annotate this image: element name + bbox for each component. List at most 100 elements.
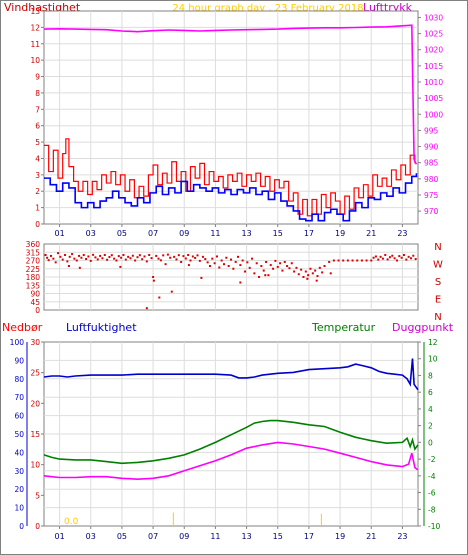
direction-point	[302, 276, 305, 278]
direction-point	[315, 279, 318, 282]
direction-point	[103, 254, 106, 256]
direction-point	[227, 265, 230, 267]
compass-label: N	[434, 242, 441, 253]
humidity-tick-label: 90	[14, 356, 24, 365]
temperature-title: Temperatur	[311, 321, 376, 334]
direction-point	[400, 256, 403, 259]
humidity-tick-label: 100	[10, 338, 25, 347]
direction-point	[50, 254, 53, 257]
humidity-title: Luftfuktighet	[66, 321, 137, 334]
direction-point	[196, 254, 199, 257]
direction-point	[82, 254, 85, 256]
direction-point	[173, 255, 176, 258]
direction-point	[264, 274, 267, 277]
direction-point	[162, 254, 165, 257]
direction-point	[279, 262, 282, 265]
direction-point	[194, 256, 197, 259]
direction-point	[158, 296, 161, 299]
direction-point	[395, 259, 398, 262]
direction-point	[412, 254, 415, 257]
direction-point	[213, 262, 216, 265]
temperature-tick-label: 4	[428, 405, 433, 414]
direction-point	[155, 254, 158, 257]
direction-point	[372, 256, 375, 259]
hour-tick-label: 01	[54, 229, 64, 238]
hour-axis-bottom: 01 03 05 07 09 11 13 15 17 19 21 23	[54, 526, 408, 541]
direction-point	[59, 255, 62, 258]
rain-tick-label: 0	[35, 522, 40, 531]
temperature-tick-label: 6	[428, 388, 433, 397]
hour-tick-label: 03	[86, 229, 96, 238]
hour-tick-label: 09	[179, 532, 189, 541]
direction-point	[244, 270, 247, 273]
hour-tick-label: 23	[397, 532, 407, 541]
wind-tick-label: 3	[35, 171, 40, 180]
direction-point	[215, 255, 218, 258]
hour-tick-label: 11	[210, 532, 220, 541]
direction-point	[127, 255, 130, 258]
direction-point	[276, 265, 279, 268]
direction-point	[122, 254, 125, 256]
direction-point	[246, 261, 249, 264]
hour-tick-label: 17	[304, 229, 314, 238]
direction-point	[323, 265, 326, 267]
direction-point	[225, 256, 228, 259]
wind-gust-line	[44, 138, 416, 217]
direction-point	[129, 257, 132, 260]
humidity-tick-label: 10	[14, 504, 24, 513]
direction-point	[295, 266, 298, 269]
direction-point	[332, 259, 335, 262]
wind-pressure-series	[43, 24, 418, 222]
direction-point	[391, 254, 394, 257]
temperature-line	[43, 419, 419, 465]
direction-point	[222, 263, 225, 266]
humidity-tick-label: 50	[14, 430, 24, 439]
humidity-tick-label: 70	[14, 393, 24, 402]
direction-point	[46, 256, 49, 259]
pressure-axis: 970 975 980 985 990 995 1000 1005 1010 1015 1020 10…	[418, 13, 443, 216]
direction-point	[143, 255, 146, 258]
direction-point	[68, 255, 71, 258]
direction-point	[99, 254, 102, 257]
humidity-tick-label: 80	[14, 375, 24, 384]
direction-point	[318, 266, 321, 269]
wind-tick-label: 11	[30, 40, 40, 49]
direction-point	[234, 260, 237, 263]
hour-tick-label: 23	[397, 229, 407, 238]
direction-tick-label: 0	[35, 306, 40, 315]
hour-tick-label: 15	[273, 229, 283, 238]
direction-point	[290, 262, 293, 265]
temperature-tick-label: 2	[428, 422, 433, 431]
temperature-tick-label: 10	[428, 355, 438, 364]
direction-point	[117, 255, 120, 258]
direction-point	[44, 254, 47, 256]
direction-point	[370, 259, 373, 262]
rain-total-caption: 0.0	[64, 517, 79, 527]
direction-point	[134, 259, 137, 262]
direction-point	[272, 267, 275, 270]
direction-point	[157, 257, 160, 260]
direction-point	[265, 260, 268, 263]
direction-point	[113, 257, 116, 260]
wind-tick-label: 12	[30, 23, 40, 32]
direction-point	[110, 254, 113, 257]
direction-point	[255, 262, 258, 265]
rain-tick-label: 5	[35, 491, 40, 500]
direction-point	[191, 255, 194, 258]
direction-point	[283, 260, 286, 263]
direction-point	[239, 281, 242, 284]
direction-point	[64, 254, 67, 256]
pressure-tick-label: 1020	[424, 46, 443, 55]
hour-tick-label: 07	[148, 229, 158, 238]
direction-point	[92, 253, 95, 256]
temperature-axis: -10 -8 -6 -4 -2 0 2 4 6 8 10 12	[418, 338, 440, 531]
dewpoint-line	[43, 441, 419, 481]
direction-point	[187, 264, 190, 267]
direction-point	[170, 290, 173, 293]
direction-point	[360, 259, 363, 262]
rain-tick-label: 10	[30, 461, 40, 470]
pressure-tick-label: 985	[424, 159, 439, 168]
